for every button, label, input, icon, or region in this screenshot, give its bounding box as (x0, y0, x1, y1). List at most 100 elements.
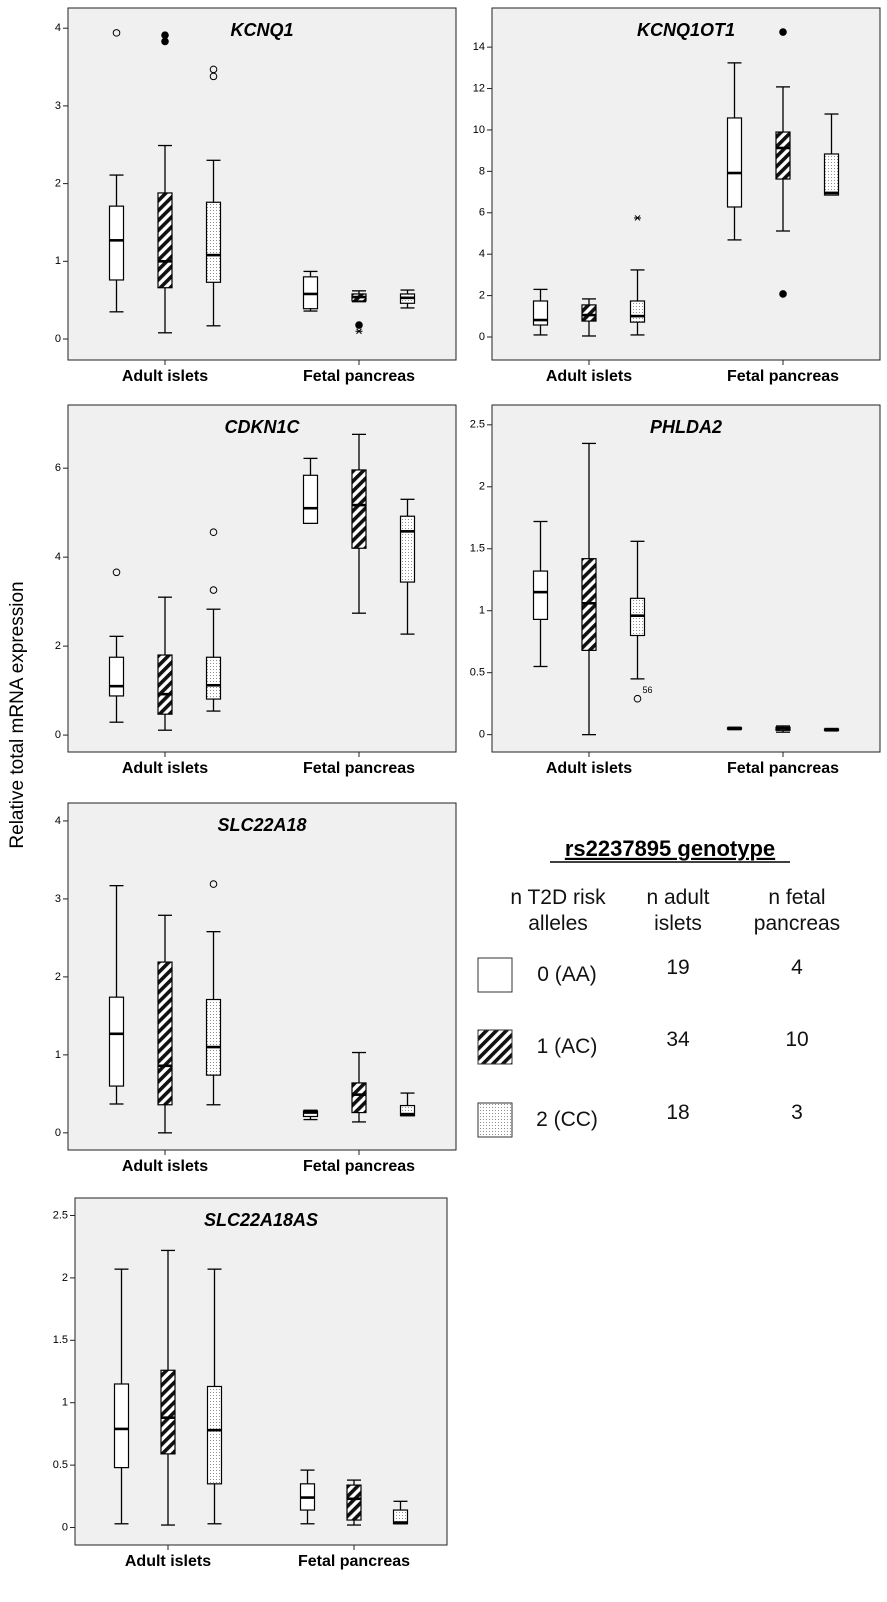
panel (491, 7, 881, 361)
chart-title: CDKN1C (224, 417, 300, 437)
chart-title: SLC22A18AS (204, 1210, 318, 1230)
y-tick-label: 0.5 (470, 667, 485, 679)
legend-adult-count: 18 (666, 1101, 690, 1124)
outlier (355, 321, 363, 329)
y-tick-label: 2 (62, 1272, 68, 1284)
y-tick-label: 3 (55, 893, 61, 905)
y-tick-label: 4 (479, 248, 485, 260)
panel (74, 1197, 448, 1546)
y-tick-label: 4 (55, 551, 61, 563)
box (351, 1082, 367, 1114)
x-tick-label: Fetal pancreas (303, 1158, 415, 1175)
y-tick-label: 2.5 (470, 419, 485, 431)
box (205, 201, 222, 283)
x-tick-label: Fetal pancreas (727, 760, 839, 777)
y-tick-label: 0 (479, 331, 485, 343)
box (399, 515, 416, 583)
y-tick-label: 4 (55, 815, 61, 827)
y-tick-label: 14 (473, 41, 485, 53)
legend-swatch (477, 1102, 513, 1138)
x-tick-label: Fetal pancreas (298, 1553, 410, 1570)
y-tick-label: 1.5 (470, 543, 485, 555)
outlier (209, 586, 218, 594)
x-tick-label: Adult islets (546, 368, 632, 385)
box (399, 1104, 416, 1117)
box (157, 654, 173, 715)
box (532, 300, 549, 326)
box (108, 656, 125, 697)
y-tick-label: 0 (62, 1521, 68, 1533)
box (205, 998, 222, 1076)
outlier (112, 568, 121, 577)
box (160, 1369, 176, 1455)
legend-header: n adult islets (646, 886, 710, 935)
outlier (209, 72, 218, 81)
y-tick-label: 4 (55, 22, 61, 34)
box (532, 570, 549, 620)
box (629, 300, 646, 323)
legend-adult-count: 19 (666, 956, 690, 979)
outlier (161, 37, 169, 46)
outlier-star (355, 328, 363, 335)
y-tick-label: 1.5 (53, 1334, 68, 1346)
box (346, 1484, 362, 1521)
y-tick-label: 2 (479, 481, 485, 493)
y-tick-label: 3 (55, 100, 61, 112)
y-tick-label: 2 (55, 640, 61, 652)
y-tick-label: 1 (62, 1397, 68, 1409)
legend-genotype: 1 (AC) (536, 1035, 598, 1058)
box (108, 205, 125, 281)
outlier-label: 56 (643, 685, 653, 695)
y-tick-label: 0 (55, 729, 61, 741)
outlier (209, 880, 218, 888)
y-tick-label: 6 (479, 207, 485, 219)
legend-genotype: 2 (CC) (536, 1108, 598, 1131)
y-tick-label: 2 (55, 178, 61, 190)
y-tick-label: 2 (55, 971, 61, 983)
legend-fetal-count: 4 (791, 956, 803, 979)
outlier (112, 29, 121, 37)
y-tick-label: 2 (479, 290, 485, 302)
box (206, 1385, 223, 1485)
x-tick-label: Fetal pancreas (303, 760, 415, 777)
panel (491, 404, 881, 753)
x-tick-label: Adult islets (122, 760, 208, 777)
outlier (633, 694, 642, 703)
y-tick-label: 0 (55, 1127, 61, 1139)
legend-genotype: 0 (AA) (537, 963, 597, 986)
outlier (161, 31, 169, 39)
legend-swatch (477, 957, 513, 993)
box (726, 117, 743, 208)
x-tick-label: Adult islets (122, 1158, 208, 1175)
x-tick-label: Fetal pancreas (303, 368, 415, 385)
legend-fetal-count: 10 (785, 1028, 809, 1051)
chart-title: SLC22A18 (217, 815, 306, 835)
panel (67, 802, 457, 1151)
box (351, 469, 367, 549)
y-tick-label: 0 (55, 333, 61, 345)
box (157, 961, 173, 1106)
y-axis-label: Relative total mRNA expression (7, 581, 28, 848)
panel (67, 404, 457, 753)
box (113, 1383, 130, 1469)
legend-header: n T2D risk alleles (510, 886, 606, 935)
y-tick-label: 6 (55, 462, 61, 474)
legend-swatch (477, 1029, 513, 1065)
y-tick-label: 8 (479, 165, 485, 177)
y-tick-label: 10 (473, 124, 485, 136)
box (823, 153, 840, 196)
x-tick-label: Adult islets (546, 760, 632, 777)
box (108, 996, 125, 1087)
chart-title: KCNQ1 (230, 20, 293, 40)
box (157, 192, 173, 289)
x-tick-label: Adult islets (122, 368, 208, 385)
box (581, 304, 597, 322)
outlier-star (634, 215, 641, 221)
y-tick-label: 12 (473, 82, 485, 94)
box (302, 474, 319, 524)
outlier (209, 528, 218, 537)
x-tick-label: Adult islets (125, 1553, 211, 1570)
panel (67, 7, 457, 361)
